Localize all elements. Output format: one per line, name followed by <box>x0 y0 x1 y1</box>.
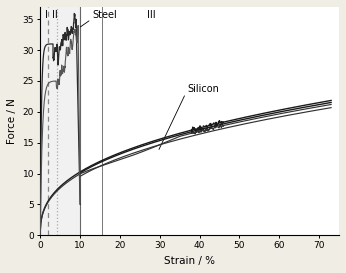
Text: III: III <box>147 10 156 20</box>
Text: Steel: Steel <box>92 10 117 20</box>
X-axis label: Strain / %: Strain / % <box>164 256 215 266</box>
Text: II: II <box>52 10 58 20</box>
Text: I: I <box>45 10 48 20</box>
Text: Silicon: Silicon <box>188 84 219 94</box>
Y-axis label: Force / N: Force / N <box>7 98 17 144</box>
Bar <box>40 7 80 235</box>
